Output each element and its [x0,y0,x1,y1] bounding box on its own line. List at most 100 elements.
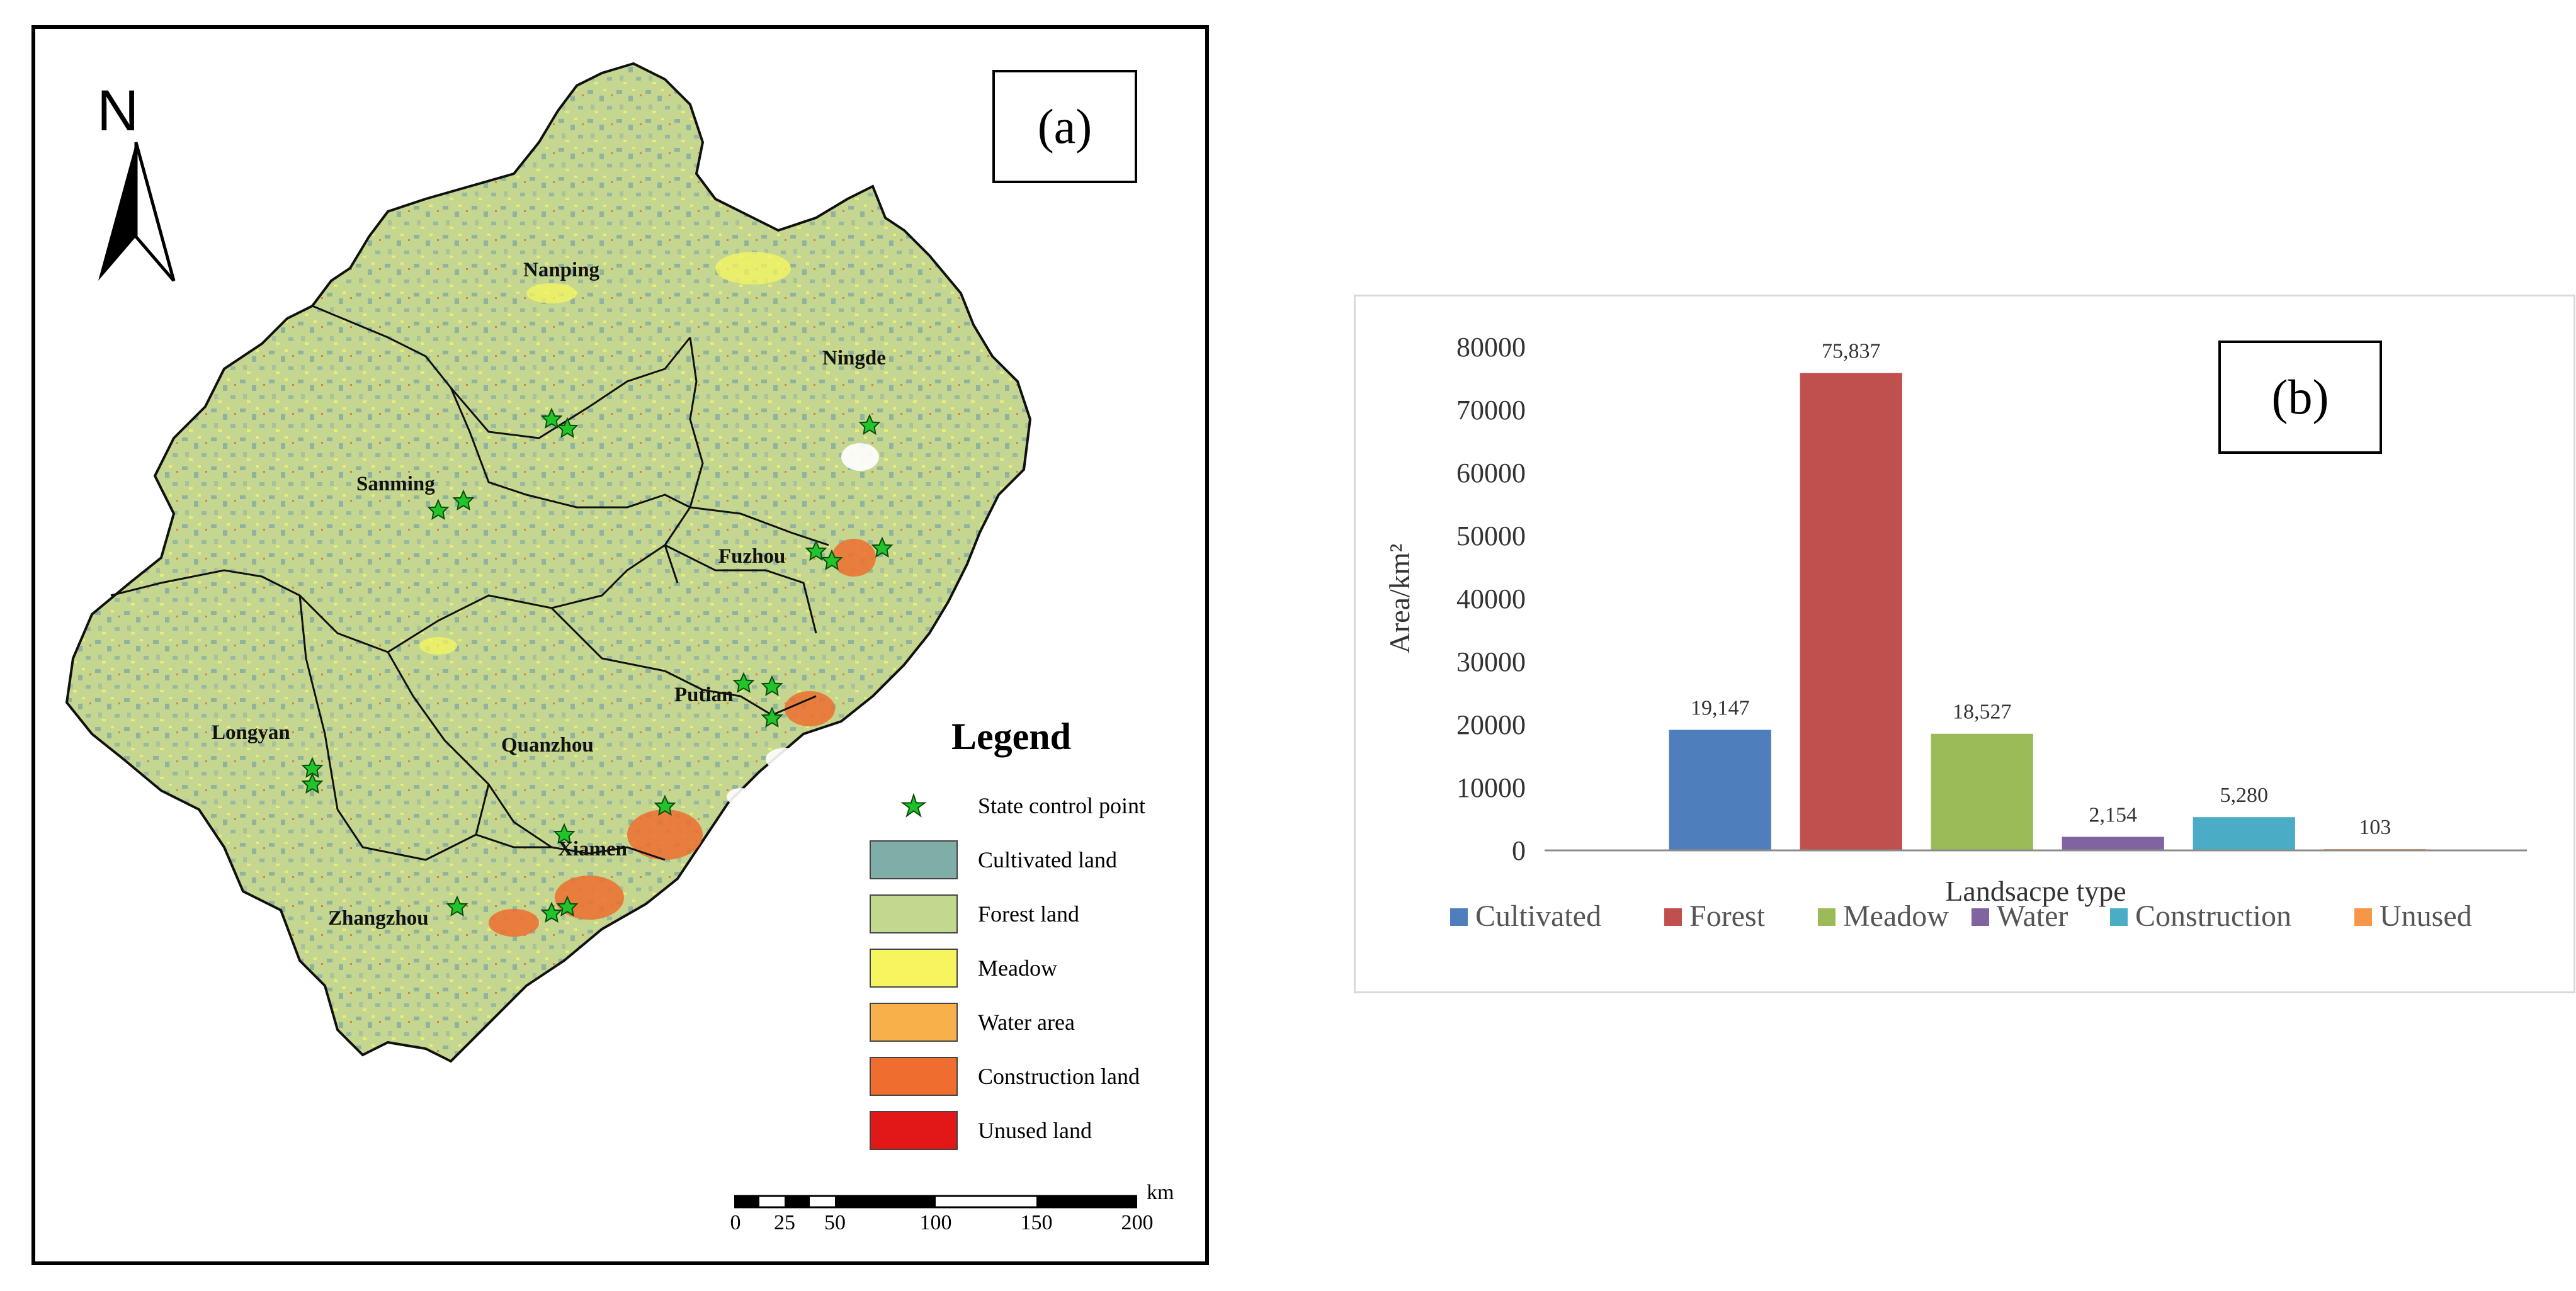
scale-bar-graphic [734,1195,1137,1209]
y-tick-label: 50000 [1456,521,1526,551]
scale-tick: 25 [774,1211,795,1234]
data-label: 18,527 [1953,701,2012,724]
legend-swatch [870,1057,958,1096]
province-map [65,62,1032,1063]
control-point-star [805,539,827,561]
bar-cultivated [1669,730,1771,850]
legend-swatch [870,949,958,988]
bar-forest [1800,373,1902,850]
legend-label: Water area [978,1010,1075,1035]
legend-swatch [870,1111,958,1150]
legend-label-meadow: Meadow [1843,899,1949,933]
legend-label: Cultivated land [978,847,1117,872]
city-label-quanzhou: Quanzhou [501,734,594,757]
control-point-star [761,706,783,728]
city-label-nanping: Nanping [523,259,600,281]
legend-item-construction: Construction land [870,1049,1203,1103]
legend-label-forest: Forest [1689,899,1766,933]
control-point-star [452,489,475,510]
bars [1669,373,2426,850]
landscape-bar-chart: 0 10000 20000 30000 40000 50000 60000 70000 8000… [1383,332,2527,933]
control-point-star [820,549,843,570]
y-axis: 0 10000 20000 30000 40000 50000 60000 70000 8000… [1456,332,1526,866]
bar-construction [2193,817,2295,850]
data-label: 75,837 [1822,340,1881,363]
legend-label-unused: Unused [2380,899,2472,933]
control-point-star [858,414,881,435]
city-boundaries [110,305,829,861]
city-label-ningde: Ningde [822,347,886,369]
legend-item-water: Water area [870,995,1203,1049]
legend-item-unused: Unused land [870,1103,1203,1158]
control-point-star [732,672,755,693]
y-tick-label: 70000 [1456,395,1526,426]
legend-item-meadow: Meadow [870,941,1203,995]
legend-label-construction: Construction [2135,899,2291,933]
legend-swatch-meadow [1818,908,1836,926]
data-label: 5,280 [2220,784,2268,807]
city-label-longyan: Longyan [212,721,290,744]
legend-item-forest: Forest land [870,887,1203,941]
panel-b-label: (b) [2218,341,2382,454]
data-label: 2,154 [2089,803,2137,826]
y-tick-label: 60000 [1456,458,1526,488]
y-tick-label: 40000 [1456,583,1526,614]
scale-tick: 150 [1020,1211,1053,1234]
bar-water [2062,837,2164,850]
value-labels: 19,147 75,837 18,527 2,154 5,280 103 [1691,340,2391,839]
legend-label: State control point [978,793,1145,818]
legend-label: Unused land [978,1118,1092,1143]
city-label-sanming: Sanming [356,473,435,495]
y-axis-title: Area/km² [1383,544,1416,654]
legend-item-control-point: ★ State control point [870,779,1203,833]
city-label-fuzhou: Fuzhou [718,545,786,568]
legend-item-cultivated: Cultivated land [870,833,1203,887]
control-point-star [427,499,450,520]
star-icon: ★ [900,789,927,823]
city-label-xiamen: Xiamen [558,838,627,860]
legend-swatch-cultivated [1450,908,1468,926]
control-point-star [556,895,579,916]
control-point-star [654,794,676,816]
legend-swatch-construction [2110,908,2128,926]
chart-panel: 0 10000 20000 30000 40000 50000 60000 70000 8000… [1354,295,2575,993]
control-point-star [556,417,579,438]
control-point-star [540,407,563,429]
control-point-star [301,772,324,794]
legend-label: Construction land [978,1064,1140,1089]
scale-tick: 50 [824,1211,846,1234]
x-axis-title: Landsacpe type [1945,875,2126,907]
control-point-star [761,675,783,696]
legend-swatch [870,1003,958,1042]
data-label: 103 [2359,816,2391,839]
scale-bar: km 0 25 50 100 150 200 [730,1181,1188,1250]
map-panel: N (a) Nanping Ningde Sanming Fuzhou Puti… [31,25,1209,1265]
legend-swatch [870,840,958,879]
legend-label-cultivated: Cultivated [1475,899,1601,933]
data-label: 19,147 [1691,697,1750,720]
legend-swatch [870,894,958,933]
legend-title: Legend [951,716,1072,757]
y-tick-label: 20000 [1456,709,1526,740]
control-point-star [540,901,563,923]
y-tick-label: 0 [1512,835,1526,866]
chart-legend: Cultivated Forest Meadow Water Construction U… [1450,899,2472,933]
province-outline [65,62,1032,1063]
legend-label: Meadow [978,956,1057,981]
legend-label: Forest land [978,901,1079,927]
scale-tick: 100 [919,1211,952,1234]
scale-tick: 0 [730,1211,741,1234]
bar-meadow [1931,733,2033,850]
control-point-star [446,895,468,916]
control-point-star [553,823,576,844]
y-tick-label: 10000 [1456,772,1526,803]
scale-unit: km [1147,1181,1174,1204]
north-label: N [97,79,139,143]
legend-swatch-forest [1664,908,1682,926]
panel-a-label: (a) [992,70,1137,183]
meadow-patches [419,252,791,655]
y-tick-label: 80000 [1456,332,1526,363]
legend-label-water: Water [1997,899,2068,933]
city-label-putian: Putian [674,684,734,706]
north-arrow-icon [98,142,176,282]
